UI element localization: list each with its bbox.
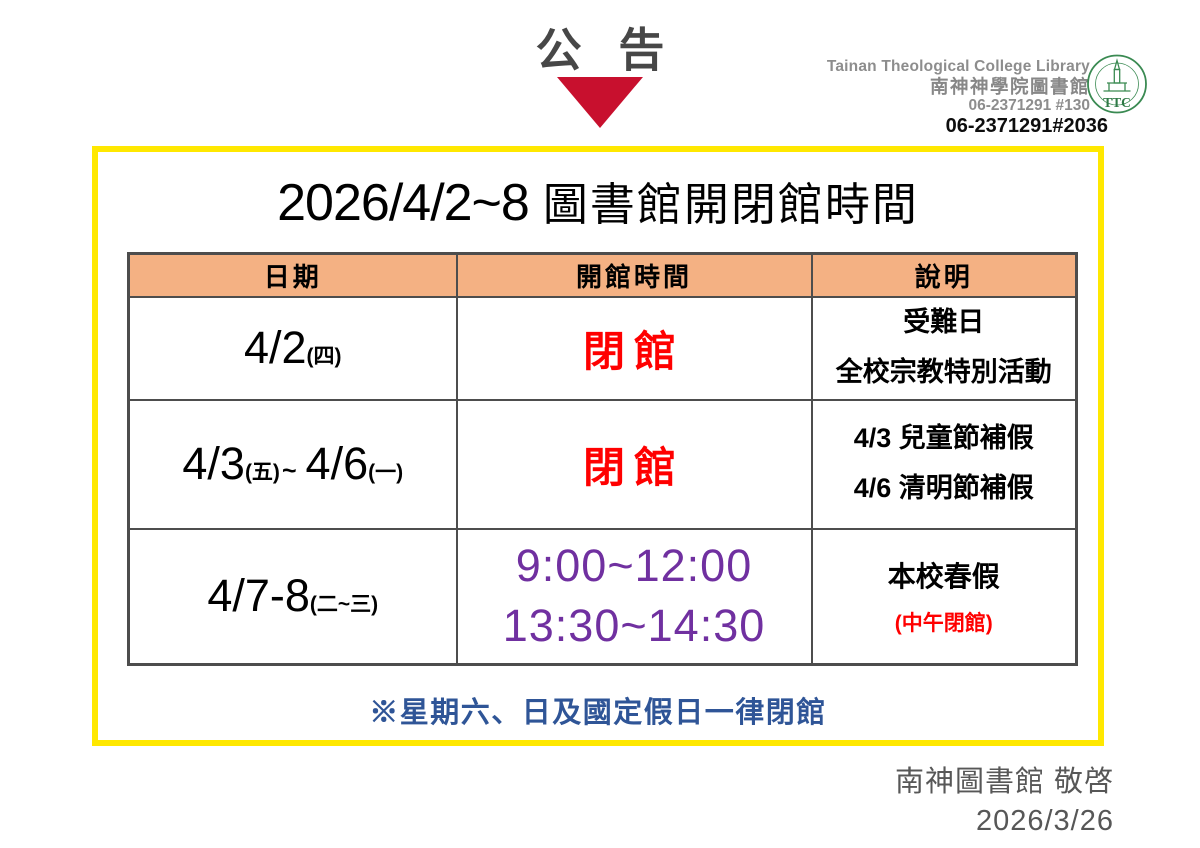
signature-block: 南神圖書館 敬啓 2026/3/26: [895, 763, 1114, 841]
down-triangle-icon: [557, 77, 643, 128]
closed-days-footnote: ※星期六、日及國定假日一律閉館: [369, 697, 827, 729]
letterhead-text-block: Tainan Theological College Library 南神神學院…: [827, 58, 1090, 115]
date-cell: 4/7-8(二~三): [127, 527, 458, 666]
description-cell: 本校春假 (中午閉館): [810, 527, 1078, 666]
description-line: 4/3 兒童節補假: [853, 423, 1034, 454]
library-phone-extension: 06-2371291 #130: [968, 97, 1090, 115]
library-phone-bold: 06-2371291#2036: [943, 114, 1110, 139]
signature-date: 2026/3/26: [975, 805, 1114, 837]
table-header-row: 日期 開館時間 說明: [127, 252, 1078, 298]
hours-cell: 9:00~12:00 13:30~14:30: [455, 527, 813, 666]
notice-banner-title: 公 告: [535, 24, 677, 76]
description-line: 受難日: [903, 307, 985, 338]
closed-label: 閉館: [582, 327, 685, 375]
notice-title-text: 圖書館開閉館時間: [542, 179, 919, 230]
table-row: 4/3(五)~ 4/6(一) 閉館 4/3 兒童節補假 4/6 清明節補假: [127, 398, 1078, 530]
header-open-hours: 開館時間: [455, 252, 813, 298]
seal-building: [1103, 82, 1131, 92]
date-cell: 4/2(四): [127, 295, 458, 401]
description-sub-red: (中午閉館): [894, 612, 993, 636]
description-lines: 受難日 全校宗教特別活動: [813, 298, 1076, 398]
date-value: 4/7-8(二~三): [207, 570, 379, 622]
seal-ttc-text: TTC: [1103, 95, 1131, 110]
notice-title: 2026/4/2~8 圖書館開閉館時間: [98, 168, 1098, 233]
library-name-english: Tainan Theological College Library: [826, 58, 1090, 75]
notice-box: 2026/4/2~8 圖書館開閉館時間 日期 開館時間 說明 4/2(四) 閉館: [92, 146, 1104, 746]
description-cell: 受難日 全校宗教特別活動: [810, 295, 1078, 401]
date-cell: 4/3(五)~ 4/6(一): [127, 398, 458, 530]
description-line: 全校宗教特別活動: [835, 357, 1052, 387]
closed-label: 閉館: [582, 443, 685, 491]
hours-cell: 閉館: [455, 398, 813, 530]
description-lines: 4/3 兒童節補假 4/6 清明節補假: [813, 414, 1076, 514]
hours-cell: 閉館: [455, 295, 813, 401]
open-hours-line: 13:30~14:30: [502, 600, 766, 652]
library-name-chinese: 南神神學院圖書館: [929, 75, 1090, 97]
schedule-table: 日期 開館時間 說明 4/2(四) 閉館 受難日 全校宗教特別活動: [127, 252, 1078, 666]
notice-title-date-range: 2026/4/2~8: [277, 174, 530, 232]
open-hours-line: 9:00~12:00: [515, 539, 753, 591]
library-letterhead: Tainan Theological College Library 南神神學院…: [728, 54, 1148, 148]
table-row: 4/7-8(二~三) 9:00~12:00 13:30~14:30 本校春假 (…: [127, 527, 1078, 666]
date-value: 4/2(四): [243, 322, 342, 373]
description-cell: 4/3 兒童節補假 4/6 清明節補假: [810, 398, 1078, 530]
signature-name: 南神圖書館 敬啓: [894, 766, 1114, 798]
ttc-seal-logo: TTC: [1087, 54, 1147, 114]
date-value: 4/3(五)~ 4/6(一): [182, 438, 404, 489]
open-hours-value: 9:00~12:00 13:30~14:30: [458, 536, 811, 657]
header-description: 說明: [810, 252, 1078, 298]
header-date: 日期: [127, 252, 458, 298]
description-line: 4/6 清明節補假: [853, 473, 1034, 503]
table-row: 4/2(四) 閉館 受難日 全校宗教特別活動: [127, 295, 1078, 401]
description-main: 本校春假: [887, 561, 1000, 593]
